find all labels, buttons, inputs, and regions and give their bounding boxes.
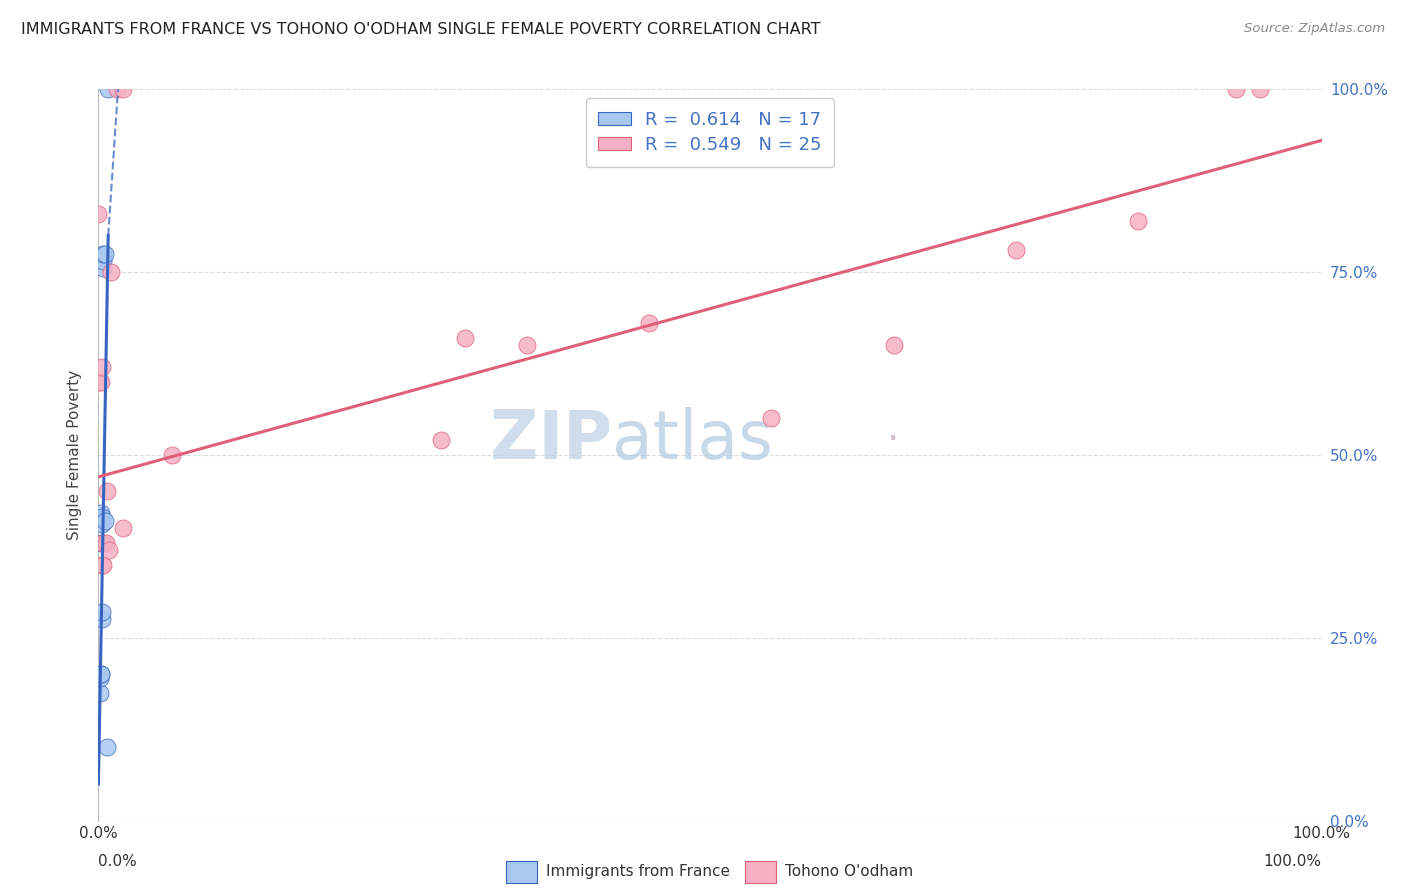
Point (1249, 82, 1271, 96)
Text: Source: ZipAtlas.com: Source: ZipAtlas.com (1244, 22, 1385, 36)
Point (100, 265, 122, 279)
Point (90, 507, 112, 521)
Text: ZIP: ZIP (491, 408, 612, 474)
Point (89, 686, 111, 700)
Point (105, 82, 128, 96)
Point (91, 613, 114, 627)
Point (91, 360, 114, 375)
Text: ·: · (887, 421, 900, 459)
Point (883, 338, 905, 352)
Point (111, 82, 134, 96)
Point (430, 434, 453, 448)
Point (91, 517, 114, 532)
Y-axis label: Single Female Poverty: Single Female Poverty (67, 370, 83, 540)
Text: Tohono O'odham: Tohono O'odham (785, 864, 912, 879)
Point (89, 671, 111, 685)
Point (93, 246, 115, 260)
Point (91, 605, 114, 619)
Text: 0.0%: 0.0% (98, 854, 138, 869)
Point (454, 331, 477, 345)
Point (638, 316, 661, 330)
Point (91, 510, 114, 524)
Point (160, 448, 183, 462)
Point (91, 254, 114, 268)
Point (91, 261, 114, 276)
Point (91, 558, 114, 572)
Point (1004, 243, 1026, 257)
Text: IMMIGRANTS FROM FRANCE VS TOHONO O'ODHAM SINGLE FEMALE POVERTY CORRELATION CHART: IMMIGRANTS FROM FRANCE VS TOHONO O'ODHAM… (21, 22, 821, 37)
Point (91, 246, 114, 260)
Point (98, 543, 121, 558)
Point (515, 338, 537, 352)
Point (90, 535, 112, 549)
Text: Immigrants from France: Immigrants from France (546, 864, 730, 879)
Point (94, 535, 117, 549)
Point (96, 740, 118, 755)
Point (761, 411, 783, 425)
Point (89, 375, 111, 389)
Legend: R =  0.614   N = 17, R =  0.549   N = 25: R = 0.614 N = 17, R = 0.549 N = 25 (586, 98, 834, 167)
Point (97, 82, 120, 96)
Point (111, 521, 134, 535)
Point (91, 535, 114, 549)
Point (93, 514, 115, 528)
Point (87, 206, 110, 220)
Point (1225, 82, 1247, 96)
Text: atlas: atlas (612, 408, 773, 474)
Text: 100.0%: 100.0% (1264, 854, 1322, 869)
Point (91, 558, 114, 572)
Point (90, 667, 112, 681)
Point (90, 375, 112, 389)
Point (90, 667, 112, 681)
Point (96, 484, 118, 499)
Point (1128, 214, 1150, 228)
